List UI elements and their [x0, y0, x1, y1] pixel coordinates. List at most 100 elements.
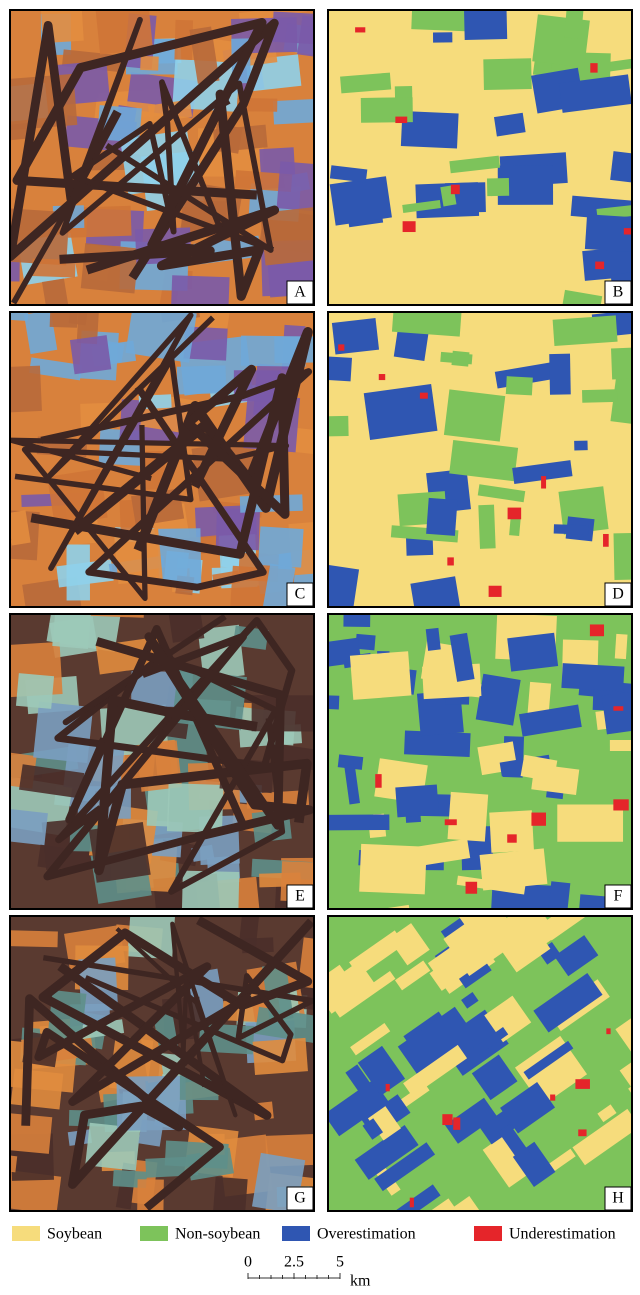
label-box	[604, 1186, 632, 1211]
map-patch	[582, 246, 632, 281]
map-patch	[391, 312, 463, 337]
label-box	[286, 1186, 314, 1211]
panel-label: H	[612, 1190, 624, 1207]
map-patch	[584, 214, 632, 254]
panel-border	[327, 915, 633, 1212]
map-patch	[458, 916, 515, 952]
under-patch	[444, 819, 457, 826]
field	[69, 335, 112, 375]
map-patch	[360, 97, 413, 123]
under-patch	[590, 63, 598, 73]
map-patch	[349, 930, 405, 977]
under-patch	[507, 507, 522, 520]
panel-border	[327, 9, 633, 306]
map-patch	[601, 689, 632, 735]
map-patch	[328, 415, 349, 437]
under-patch	[589, 624, 605, 637]
under-patch	[575, 1079, 590, 1089]
map-patch	[554, 935, 599, 977]
field	[10, 1169, 62, 1211]
map-patch	[359, 843, 427, 895]
map-patch	[337, 754, 364, 770]
classification-map	[328, 916, 632, 1211]
map-patch	[411, 10, 467, 32]
field	[137, 1179, 164, 1211]
label-box	[286, 884, 314, 909]
legend-label: Underestimation	[509, 1226, 616, 1243]
map-patch	[449, 440, 519, 482]
panel-label: E	[295, 888, 305, 905]
drainage	[30, 364, 290, 559]
field	[10, 259, 20, 282]
map-patch	[595, 54, 632, 74]
panel-border	[9, 311, 315, 608]
drainage	[42, 954, 314, 1064]
map-patch	[357, 1045, 406, 1096]
map-patch	[344, 764, 360, 805]
field	[19, 764, 85, 799]
map-patch	[447, 1196, 496, 1211]
map-patch	[523, 1040, 574, 1080]
map-patch	[402, 199, 441, 213]
under-patch	[613, 799, 629, 811]
map-patch	[328, 560, 360, 607]
drainage	[115, 921, 238, 1118]
map-patch	[329, 176, 392, 226]
under-patch	[488, 585, 502, 597]
map-patch	[354, 1124, 419, 1180]
map-patch	[572, 1108, 632, 1166]
scale-label: 2.5	[284, 1254, 304, 1271]
under-patch	[531, 812, 547, 826]
field	[0, 78, 5, 92]
field	[181, 870, 240, 909]
map-patch	[533, 972, 603, 1033]
drainage	[12, 17, 267, 264]
map-patch	[363, 384, 438, 440]
panel-border	[9, 613, 315, 910]
map-patch	[350, 1022, 391, 1056]
field	[238, 916, 260, 947]
under-patch	[595, 261, 605, 270]
field	[276, 161, 314, 212]
map-patch	[388, 923, 430, 966]
under-patch	[385, 1083, 390, 1092]
map-patch	[558, 289, 603, 305]
under-patch	[375, 774, 382, 788]
under-patch	[450, 184, 460, 195]
map-patch	[540, 916, 605, 941]
under-patch	[507, 834, 517, 843]
panel-border	[9, 915, 315, 1212]
panel-label: G	[294, 1190, 306, 1207]
drainage	[54, 616, 296, 844]
map-patch	[443, 389, 506, 442]
map-patch	[410, 576, 463, 607]
map-patch	[498, 1123, 535, 1168]
field	[234, 170, 293, 193]
map-patch	[461, 992, 479, 1009]
map-patch	[482, 1133, 533, 1188]
field	[170, 275, 230, 305]
field	[0, 56, 4, 76]
satellite-image	[0, 10, 314, 305]
field	[166, 614, 205, 643]
map-patch	[619, 1050, 632, 1087]
field	[240, 335, 306, 367]
field	[49, 312, 79, 328]
label-box	[604, 884, 632, 909]
map-patch	[613, 532, 632, 581]
under-patch	[606, 1028, 611, 1035]
under-patch	[578, 1129, 587, 1137]
under-patch	[395, 116, 408, 124]
map-patch	[558, 74, 632, 113]
map-patch	[463, 10, 508, 40]
map-patch	[479, 848, 548, 891]
field	[10, 806, 48, 846]
field	[10, 930, 58, 948]
drainage	[14, 312, 215, 571]
drainage	[38, 916, 313, 1120]
satellite-image	[10, 916, 314, 1211]
label-box	[604, 280, 632, 305]
map-patch	[367, 1106, 401, 1141]
classification-map	[328, 10, 632, 305]
field	[212, 1176, 248, 1211]
